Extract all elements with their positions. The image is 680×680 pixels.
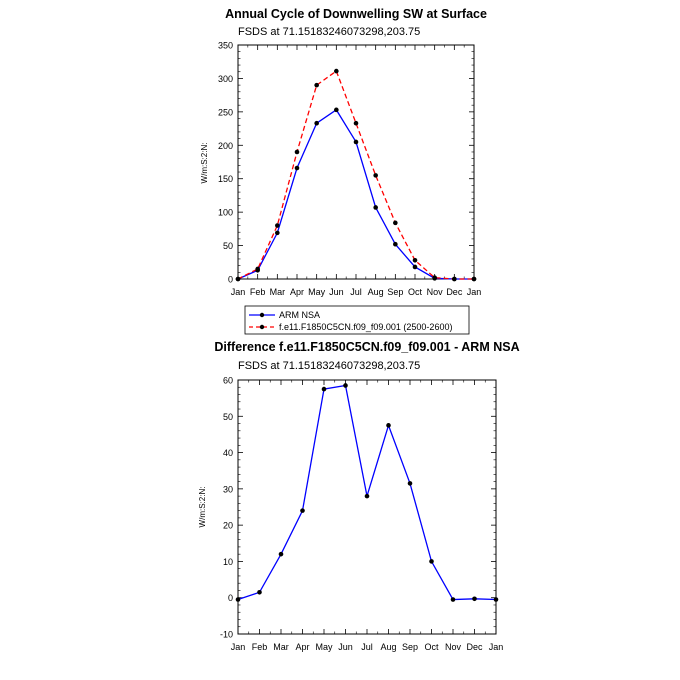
chart-annual-cycle: Annual Cycle of Downwelling SW at Surfac… — [200, 7, 487, 335]
chart2-x-tick-label: Aug — [380, 642, 396, 652]
chart1-legend: ARM NSA f.e11.F1850C5CN.f09_f09.001 (250… — [244, 305, 470, 335]
chart1-y-tick-label: 300 — [218, 74, 233, 84]
chart1-series-1-point — [412, 264, 418, 270]
chart2-series-1-point — [235, 597, 241, 602]
chart2-series-1-point — [429, 559, 434, 564]
chart1-series-2-point — [471, 276, 477, 282]
chart1-x-tick-label: Sep — [387, 287, 403, 297]
chart2-series-1-point — [386, 423, 391, 428]
legend-label-model: f.e11.F1850C5CN.f09_f09.001 (2500-2600) — [279, 322, 452, 332]
chart2-series-1-point — [278, 551, 284, 557]
chart2-x-tick-label: Nov — [445, 642, 462, 652]
chart1-series-2-point — [393, 220, 398, 226]
chart2-plot-frame — [237, 379, 497, 635]
chart2-y-tick-label: 50 — [223, 412, 233, 422]
chart2-series-line-1 — [237, 384, 497, 601]
chart1-series-line-1 — [237, 108, 474, 280]
chart2-y-tick-label: 10 — [223, 557, 233, 567]
chart2-x-tick-label: May — [315, 642, 333, 652]
chart1-x-tick-label: Jan — [231, 287, 246, 297]
chart1-series-2-point — [275, 223, 280, 228]
chart2-x-tick-label: Oct — [424, 642, 439, 652]
chart2-series-1-point — [257, 589, 262, 595]
chart1-x-tick-label: Nov — [427, 287, 444, 297]
chart2-series-1-point — [407, 481, 413, 486]
chart1-series-2-point — [334, 68, 339, 74]
chart2-y-tick-label: 0 — [228, 593, 233, 603]
legend-marker-arm — [259, 312, 265, 318]
chart2-series-1-point — [472, 596, 477, 602]
chart1-series-2-point — [353, 120, 359, 126]
chart1-series-2-point — [235, 276, 241, 282]
chart1-x-tick-label: Feb — [250, 287, 266, 297]
chart2-x-tick-label: Mar — [273, 642, 289, 652]
chart2-subtitle: FSDS at 71.15183246073298,203.75 — [238, 360, 420, 372]
chart1-y-tick-label: 100 — [218, 208, 233, 218]
chart2-series-1-point — [321, 386, 327, 392]
chart1-y-tick-label: 350 — [218, 41, 233, 51]
chart2-x-tick-label: Sep — [402, 642, 418, 652]
chart2-y-tick-label: 60 — [223, 376, 233, 386]
chart2-series-1-point — [343, 383, 348, 388]
chart1-x-tick-label: Oct — [408, 287, 423, 297]
chart1-x-tick-label: Mar — [270, 287, 286, 297]
chart1-series-1-point — [373, 205, 378, 210]
chart2-ylabel: W/m:S:2:N: — [198, 487, 207, 528]
chart-difference: Difference f.e11.F1850C5CN.f09_f09.001 -… — [198, 340, 520, 652]
chart1-y-tick-label: 50 — [223, 241, 233, 251]
chart1-series-2-point — [412, 257, 418, 263]
chart2-x-tick-label: Apr — [295, 642, 309, 652]
chart1-series-2-point — [255, 266, 260, 272]
chart2-y-tick-label: 30 — [223, 484, 233, 494]
chart1-series-1-point — [294, 165, 300, 171]
chart1-x-tick-label: Dec — [446, 287, 463, 297]
chart2-x-tick-label: Jul — [361, 642, 373, 652]
chart1-x-tick-label: Jan — [467, 287, 482, 297]
chart2-y-tick-label: 20 — [223, 521, 233, 531]
chart1-ylabel: W/m:S:2:N: — [200, 143, 209, 184]
chart1-y-tick-label: 200 — [218, 141, 233, 151]
chart1-x-tick-label: Jun — [329, 287, 344, 297]
chart1-y-tick-label: 150 — [218, 174, 233, 184]
chart1-subtitle: FSDS at 71.15183246073298,203.75 — [238, 26, 420, 38]
chart2-y-tick-label: 40 — [223, 448, 233, 458]
chart1-plot-frame — [237, 44, 475, 280]
chart2-y-tick-label: -10 — [220, 630, 233, 640]
legend-box — [244, 305, 470, 335]
chart1-series-1-point — [334, 107, 339, 113]
chart2-x-tick-label: Jun — [338, 642, 353, 652]
chart2-x-tick-label: Jan — [231, 642, 246, 652]
chart1-series-1-point — [393, 241, 398, 247]
chart2-x-tick-label: Feb — [252, 642, 268, 652]
chart1-x-tick-label: Jul — [350, 287, 362, 297]
chart2-x-tick-label: Dec — [466, 642, 483, 652]
chart1-series-2-point — [432, 275, 437, 280]
chart1-series-2-point — [452, 276, 457, 282]
chart1-x-tick-label: Aug — [368, 287, 384, 297]
chart1-series-1-point — [275, 230, 280, 236]
chart1-title: Annual Cycle of Downwelling SW at Surfac… — [225, 7, 487, 21]
chart2-series-1-point — [364, 493, 370, 499]
legend-label-arm: ARM NSA — [279, 310, 320, 320]
chart1-y-tick-label: 250 — [218, 107, 233, 117]
chart2-series-1-point — [450, 597, 456, 602]
chart1-series-1-point — [314, 120, 319, 126]
chart1-x-tick-label: Apr — [290, 287, 304, 297]
chart1-series-line-2 — [237, 70, 474, 280]
chart1-x-tick-label: May — [308, 287, 326, 297]
chart1-series-2-point — [294, 149, 300, 155]
chart2-series-1-point — [493, 597, 499, 602]
chart1-series-2-point — [314, 82, 319, 88]
legend-marker-model — [259, 324, 265, 330]
chart1-series-2-point — [373, 173, 378, 178]
chart1-y-tick-label: 0 — [228, 275, 233, 285]
chart2-x-tick-label: Jan — [489, 642, 504, 652]
chart2-series-1-point — [300, 508, 305, 513]
chart1-series-1-point — [353, 139, 359, 145]
chart2-title: Difference f.e11.F1850C5CN.f09_f09.001 -… — [214, 340, 519, 354]
